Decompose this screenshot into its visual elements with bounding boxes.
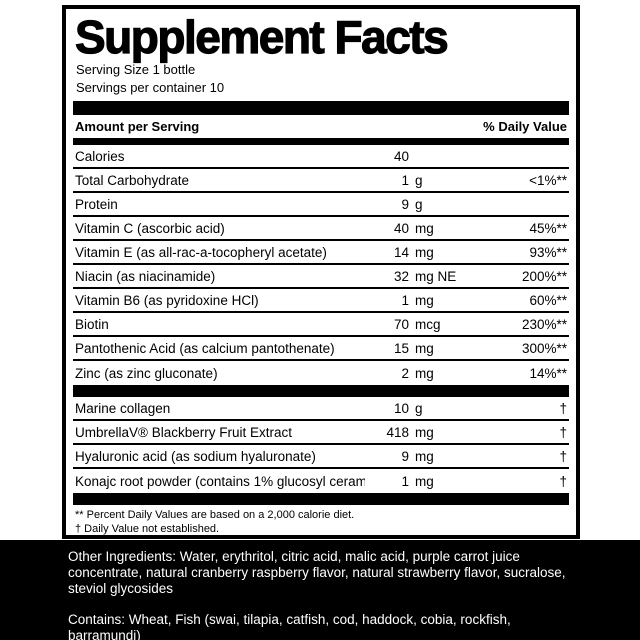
nutrient-row: Vitamin C (ascorbic acid) 40 mg 45%** bbox=[73, 217, 569, 241]
nutrient-amount-value: 70 bbox=[393, 316, 409, 332]
nutrient-amount-unit: mg bbox=[415, 473, 434, 489]
nutrient-daily-value: <1%** bbox=[529, 172, 567, 188]
nutrient-name: Protein bbox=[75, 196, 118, 212]
nutrient-amount-unit: g bbox=[415, 400, 423, 416]
footnote-dagger: † Daily Value not established. bbox=[75, 522, 220, 535]
nutrient-row: Calories 40 bbox=[73, 145, 569, 169]
nutrient-amount-value: 32 bbox=[393, 268, 409, 284]
nutrient-amount-unit: g bbox=[415, 172, 423, 188]
nutrient-amount-value: 9 bbox=[401, 448, 409, 464]
nutrient-name: Konajc root powder (contains 1% glucosyl… bbox=[75, 473, 365, 489]
thick-divider-bar-top bbox=[73, 101, 569, 115]
serving-size-line: Serving Size 1 bottle bbox=[76, 62, 196, 77]
nutrient-name: Vitamin C (ascorbic acid) bbox=[75, 220, 225, 236]
nutrient-row: UmbrellaV® Blackberry Fruit Extract 418 … bbox=[73, 421, 569, 445]
medium-divider-bar bbox=[73, 138, 569, 145]
nutrient-name: Pantothenic Acid (as calcium pantothenat… bbox=[75, 340, 335, 356]
nutrient-daily-value: 300%** bbox=[521, 340, 567, 356]
nutrient-row: Zinc (as zinc gluconate) 2 mg 14%** bbox=[73, 361, 569, 385]
nutrient-name: Niacin (as niacinamide) bbox=[75, 268, 216, 284]
nutrient-amount-value: 2 bbox=[401, 365, 409, 381]
botanical-rows-section: Marine collagen 10 g † UmbrellaV® Blackb… bbox=[73, 397, 569, 493]
nutrient-amount-value: 10 bbox=[393, 400, 409, 416]
nutrient-daily-value: 230%** bbox=[521, 316, 567, 332]
nutrient-amount-value: 1 bbox=[401, 473, 409, 489]
nutrient-amount-unit: mcg bbox=[415, 316, 441, 332]
nutrient-name: Hyaluronic acid (as sodium hyaluronate) bbox=[75, 448, 316, 464]
nutrient-row: Total Carbohydrate 1 g <1%** bbox=[73, 169, 569, 193]
section-divider-bar-1 bbox=[73, 385, 569, 397]
column-header-row: Amount per Serving % Daily Value bbox=[73, 115, 569, 138]
nutrient-amount-unit: mg bbox=[415, 220, 434, 236]
nutrient-amount-unit: mg bbox=[415, 448, 434, 464]
nutrient-name: Vitamin E (as all-rac-a-tocopheryl aceta… bbox=[75, 244, 327, 260]
nutrient-name: UmbrellaV® Blackberry Fruit Extract bbox=[75, 424, 292, 440]
nutrient-rows-section: Calories 40 Total Carbohydrate 1 g <1%**… bbox=[73, 145, 569, 385]
nutrient-row: Niacin (as niacinamide) 32 mg NE 200%** bbox=[73, 265, 569, 289]
nutrient-amount-value: 1 bbox=[401, 172, 409, 188]
nutrient-daily-value: † bbox=[559, 473, 567, 489]
nutrient-amount-value: 9 bbox=[401, 196, 409, 212]
nutrient-amount-unit: mg bbox=[415, 365, 434, 381]
nutrient-amount-value: 418 bbox=[386, 424, 409, 440]
nutrient-amount-value: 14 bbox=[393, 244, 409, 260]
nutrient-name: Total Carbohydrate bbox=[75, 172, 190, 188]
nutrient-amount-value: 40 bbox=[393, 220, 409, 236]
nutrient-amount-value: 1 bbox=[401, 292, 409, 308]
nutrient-row: Biotin 70 mcg 230%** bbox=[73, 313, 569, 337]
nutrient-daily-value: 93%** bbox=[529, 244, 567, 260]
ingredients-footer: Other Ingredients: Water, erythritol, ci… bbox=[0, 540, 640, 640]
nutrient-row: Vitamin B6 (as pyridoxine HCl) 1 mg 60%*… bbox=[73, 289, 569, 313]
amount-per-serving-header: Amount per Serving bbox=[75, 119, 200, 134]
nutrient-row: Protein 9 g bbox=[73, 193, 569, 217]
other-ingredients-text: Other Ingredients: Water, erythritol, ci… bbox=[68, 549, 566, 596]
panel-title: Supplement Facts bbox=[74, 11, 449, 63]
servings-per-container-line: Servings per container 10 bbox=[76, 80, 225, 95]
nutrient-daily-value: 45%** bbox=[529, 220, 567, 236]
nutrient-row: Marine collagen 10 g † bbox=[73, 397, 569, 421]
nutrient-row: Vitamin E (as all-rac-a-tocopheryl aceta… bbox=[73, 241, 569, 265]
nutrient-daily-value: † bbox=[559, 448, 567, 464]
nutrient-amount-unit: g bbox=[415, 196, 423, 212]
nutrient-row: Pantothenic Acid (as calcium pantothenat… bbox=[73, 337, 569, 361]
nutrient-name: Marine collagen bbox=[75, 400, 171, 416]
nutrient-amount-unit: mg NE bbox=[415, 268, 457, 284]
nutrient-amount-value: 40 bbox=[393, 148, 409, 164]
nutrient-name: Calories bbox=[75, 148, 125, 164]
section-divider-bar-2 bbox=[73, 493, 569, 505]
nutrient-name: Zinc (as zinc gluconate) bbox=[75, 365, 218, 381]
footnote-daily-values: ** Percent Daily Values are based on a 2… bbox=[75, 509, 355, 521]
nutrient-amount-unit: mg bbox=[415, 424, 434, 440]
contains-allergens-text: Contains: Wheat, Fish (swai, tilapia, ca… bbox=[68, 612, 511, 640]
nutrient-daily-value: 14%** bbox=[529, 365, 567, 381]
nutrient-amount-unit: mg bbox=[415, 244, 434, 260]
nutrient-amount-unit: mg bbox=[415, 292, 434, 308]
nutrient-daily-value: 60%** bbox=[529, 292, 567, 308]
nutrient-name: Biotin bbox=[75, 316, 109, 332]
nutrient-row: Hyaluronic acid (as sodium hyaluronate) … bbox=[73, 445, 569, 469]
nutrient-amount-value: 15 bbox=[393, 340, 409, 356]
nutrient-row: Konajc root powder (contains 1% glucosyl… bbox=[73, 469, 569, 493]
nutrient-amount-unit: mg bbox=[415, 340, 434, 356]
supplement-facts-panel: Supplement Facts Serving Size 1 bottle S… bbox=[62, 5, 580, 539]
nutrient-daily-value: 200%** bbox=[521, 268, 567, 284]
nutrient-name: Vitamin B6 (as pyridoxine HCl) bbox=[75, 292, 259, 308]
footnotes-block: ** Percent Daily Values are based on a 2… bbox=[73, 505, 569, 535]
nutrient-daily-value: † bbox=[559, 400, 567, 416]
nutrient-daily-value: † bbox=[559, 424, 567, 440]
daily-value-header: % Daily Value bbox=[483, 119, 567, 134]
